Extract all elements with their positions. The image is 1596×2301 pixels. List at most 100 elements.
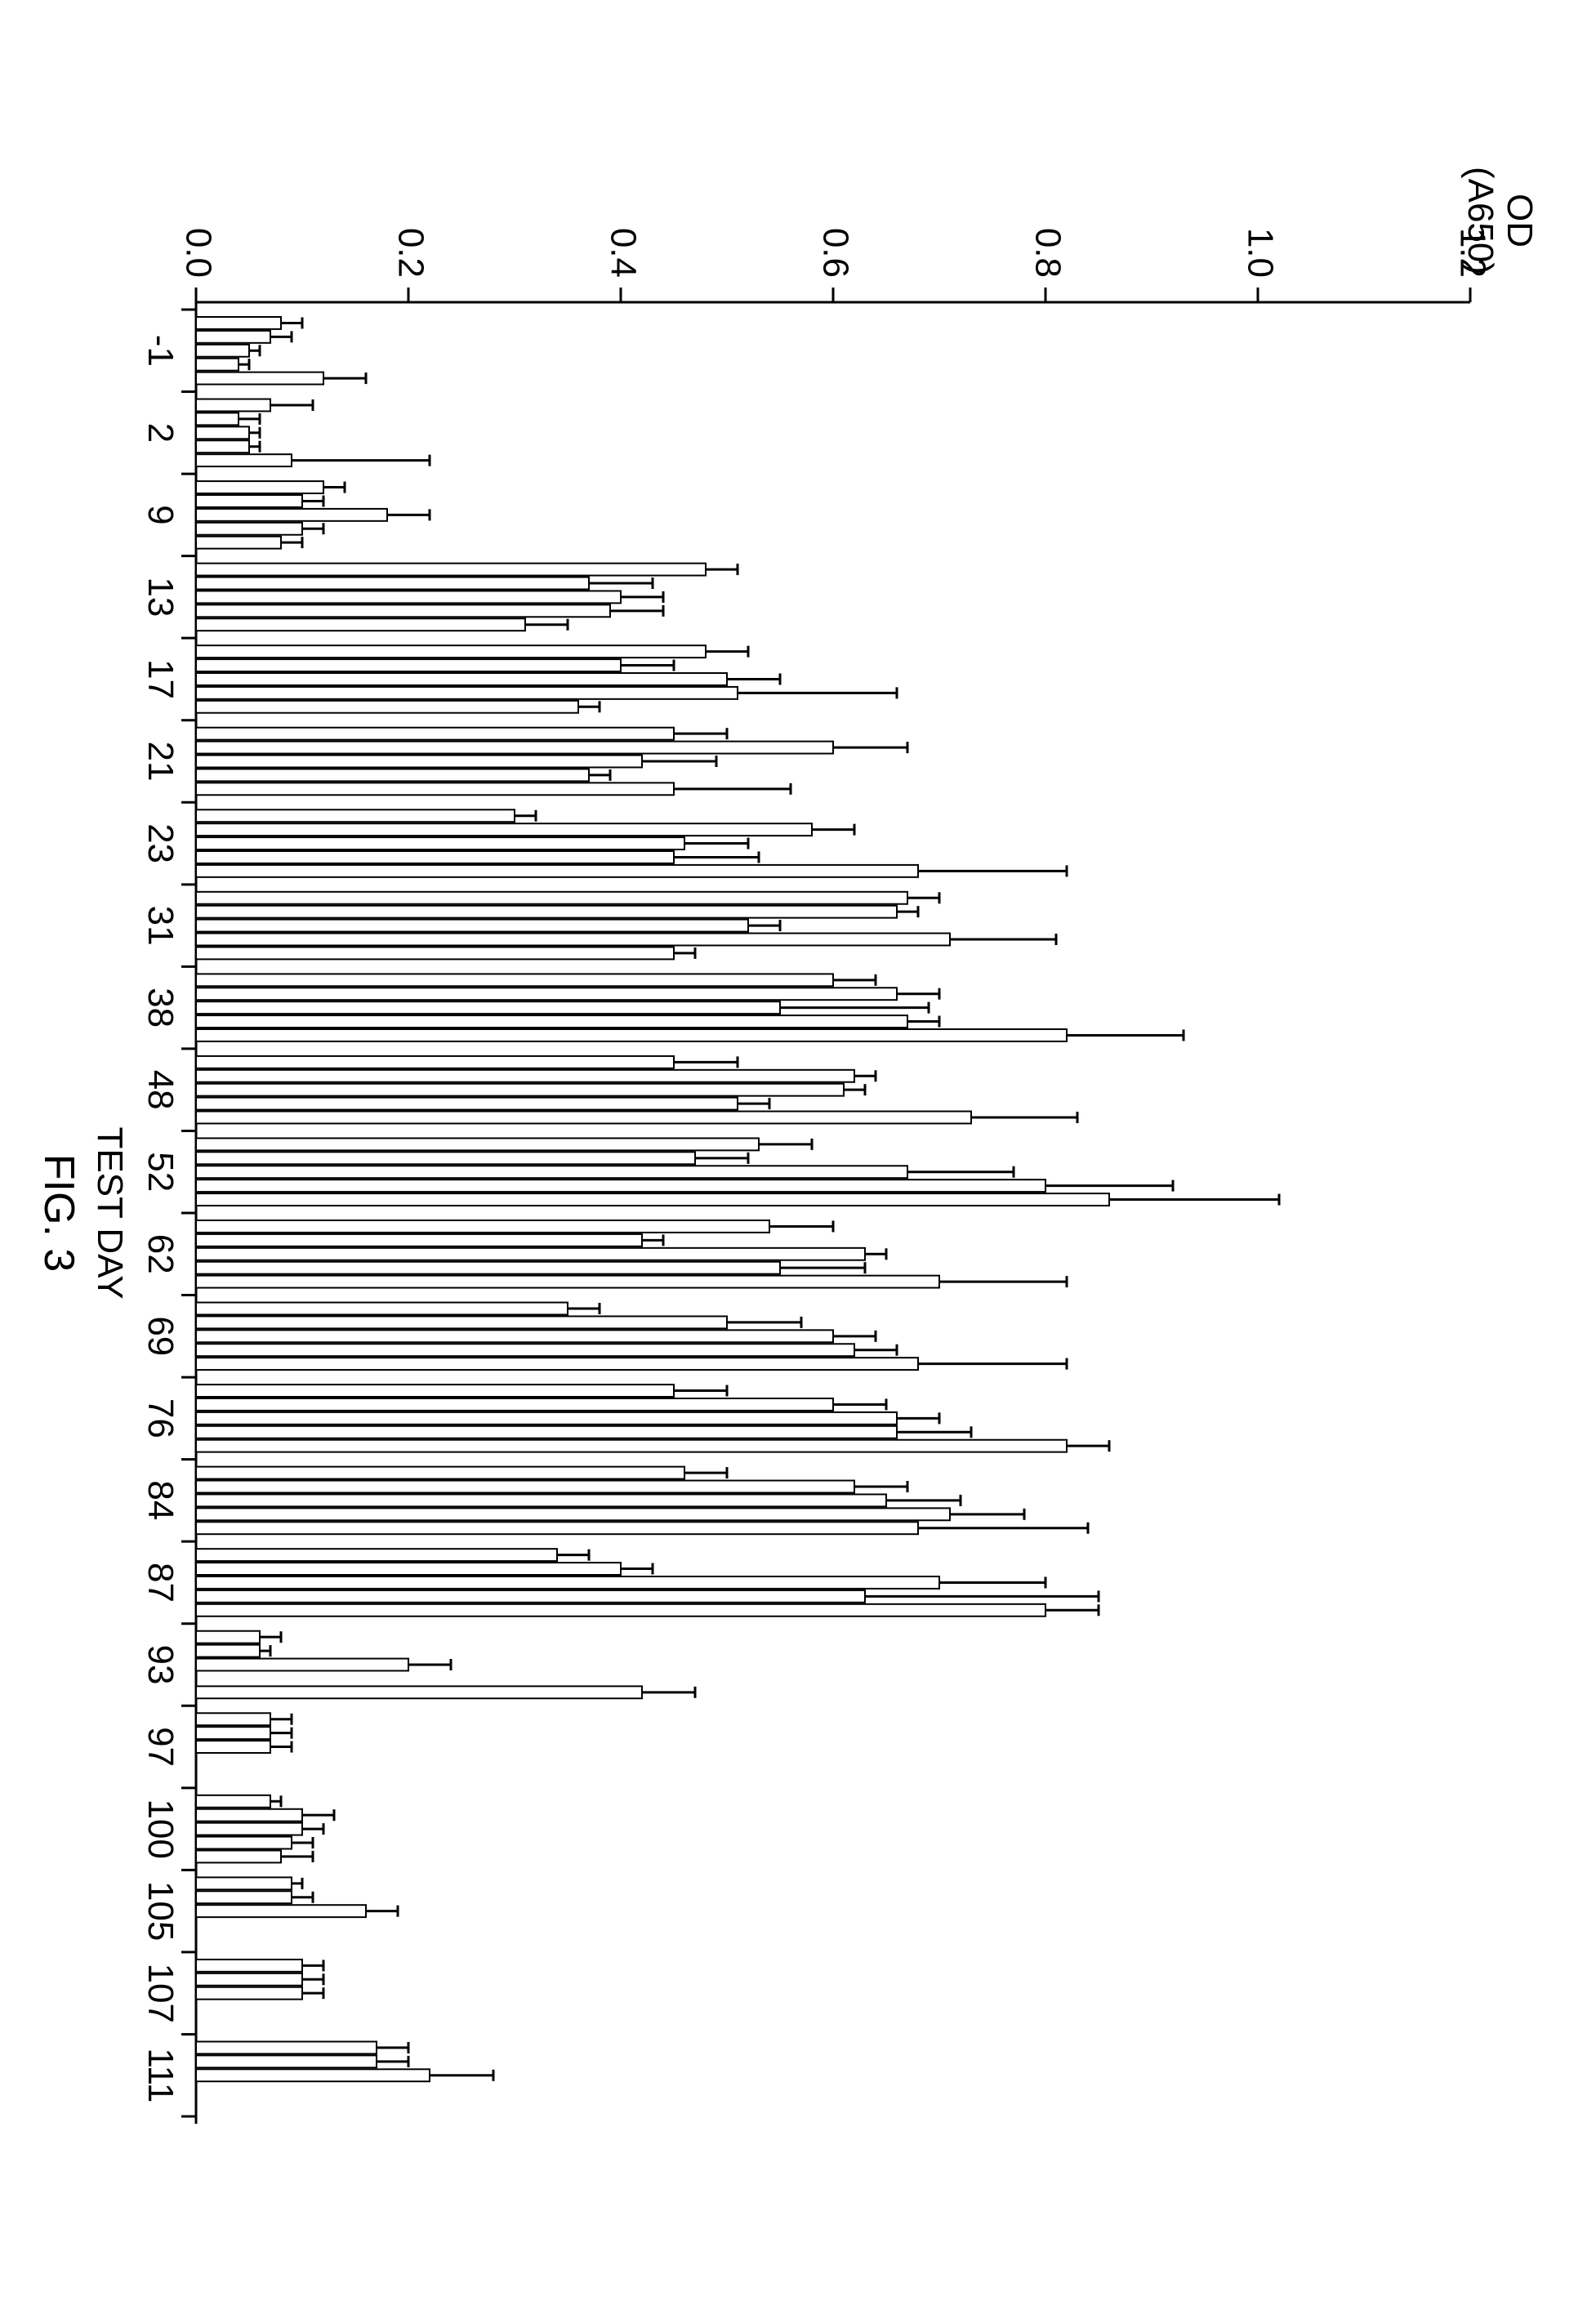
svg-text:TEST DAY: TEST DAY	[90, 1126, 130, 1299]
bar	[196, 769, 589, 781]
svg-text:31: 31	[140, 906, 181, 946]
bar	[196, 809, 515, 822]
svg-text:1.0: 1.0	[1240, 228, 1280, 278]
bar	[196, 2041, 377, 2054]
bar	[196, 1659, 408, 1671]
bar	[196, 440, 249, 453]
svg-text:0.4: 0.4	[603, 228, 643, 278]
svg-text:97: 97	[140, 1727, 181, 1767]
svg-text:OD: OD	[1500, 194, 1540, 247]
bar	[196, 1398, 833, 1411]
bar	[196, 673, 727, 685]
bar	[196, 1098, 738, 1110]
svg-text:93: 93	[140, 1645, 181, 1685]
bar	[196, 454, 292, 466]
bar	[196, 947, 674, 959]
bar	[196, 412, 239, 425]
bar	[196, 1837, 292, 1849]
bar	[196, 645, 706, 658]
bar	[196, 2055, 377, 2067]
bar	[196, 1276, 939, 1288]
bar	[196, 823, 812, 836]
bar	[196, 1727, 270, 1739]
bar	[196, 1850, 281, 1862]
svg-text:FIG. 3: FIG. 3	[41, 1154, 82, 1272]
bar	[196, 577, 589, 590]
bar	[196, 1590, 865, 1603]
bar	[196, 1234, 642, 1246]
svg-text:52: 52	[140, 1152, 181, 1192]
svg-text:100: 100	[140, 1799, 181, 1858]
bar	[196, 1179, 1045, 1192]
bar	[196, 564, 706, 576]
bar	[196, 1029, 1067, 1041]
bar	[196, 1631, 260, 1643]
svg-text:62: 62	[140, 1234, 181, 1274]
bar	[196, 1138, 759, 1150]
svg-text:111: 111	[140, 2048, 181, 2103]
bar	[196, 687, 738, 699]
bar	[196, 509, 387, 521]
bar-chart: 0.00.20.40.60.81.01.2OD(A650)-1291317212…	[41, 163, 1552, 2205]
bar	[196, 1481, 854, 1493]
bar	[196, 1220, 769, 1233]
bar	[196, 1358, 918, 1370]
bar	[196, 2069, 430, 2081]
bar	[196, 537, 281, 549]
bar	[196, 1576, 939, 1589]
bar	[196, 865, 918, 877]
bar	[196, 934, 950, 946]
bar	[196, 345, 249, 357]
bar	[196, 1152, 695, 1164]
svg-text:0.2: 0.2	[390, 228, 430, 278]
bar	[196, 1604, 1045, 1616]
bar	[196, 837, 684, 849]
bar	[196, 1303, 568, 1315]
bar	[196, 1494, 886, 1506]
bar	[196, 851, 674, 863]
bar	[196, 1412, 897, 1425]
bar	[196, 1248, 865, 1260]
svg-text:0.0: 0.0	[178, 228, 218, 278]
bar	[196, 1645, 260, 1657]
bar	[196, 1001, 780, 1014]
bar	[196, 604, 610, 617]
bar	[196, 1960, 302, 1972]
bar	[196, 1316, 727, 1328]
chart-wrap: 0.00.20.40.60.81.01.2OD(A650)-1291317212…	[41, 163, 1552, 2205]
bar	[196, 591, 621, 603]
bar	[196, 1084, 844, 1096]
bar	[196, 906, 897, 918]
bar	[196, 756, 642, 768]
bar	[196, 988, 897, 1000]
bar	[196, 481, 323, 493]
svg-text:0.8: 0.8	[1028, 228, 1068, 278]
bar	[196, 659, 621, 671]
bar	[196, 701, 578, 713]
bar	[196, 317, 281, 329]
bar	[196, 1522, 918, 1534]
svg-text:38: 38	[140, 988, 181, 1028]
bar	[196, 1330, 833, 1342]
svg-text:2: 2	[140, 423, 181, 443]
bar	[196, 523, 302, 535]
svg-text:0.6: 0.6	[815, 228, 855, 278]
svg-text:21: 21	[140, 742, 181, 782]
bar	[196, 1508, 950, 1520]
page: 0.00.20.40.60.81.01.2OD(A650)-1291317212…	[0, 0, 1596, 2301]
bar	[196, 1015, 907, 1028]
bar	[196, 892, 907, 904]
bar	[196, 1987, 302, 2000]
bar	[196, 1713, 270, 1725]
bar	[196, 1686, 642, 1698]
svg-text:84: 84	[140, 1480, 181, 1520]
bar	[196, 359, 239, 371]
svg-text:69: 69	[140, 1316, 181, 1356]
bar	[196, 399, 270, 412]
svg-text:17: 17	[140, 659, 181, 699]
svg-text:48: 48	[140, 1070, 181, 1110]
bar	[196, 1823, 302, 1835]
bar	[196, 1741, 270, 1753]
bar	[196, 426, 249, 439]
bar	[196, 1891, 292, 1903]
